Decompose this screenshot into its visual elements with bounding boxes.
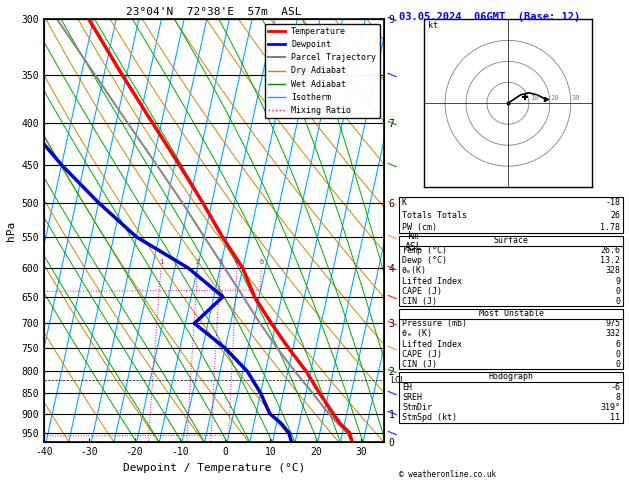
Text: 0: 0: [615, 349, 620, 359]
Text: 3: 3: [218, 259, 223, 265]
Text: \: \: [387, 231, 398, 243]
Text: \: \: [387, 427, 398, 438]
Text: Dewp (°C): Dewp (°C): [402, 257, 447, 265]
Text: © weatheronline.co.uk: © weatheronline.co.uk: [399, 469, 496, 479]
Text: Totals Totals: Totals Totals: [402, 210, 467, 220]
Text: Temp (°C): Temp (°C): [402, 246, 447, 255]
Text: 26: 26: [610, 210, 620, 220]
Text: CAPE (J): CAPE (J): [402, 349, 442, 359]
Text: 6: 6: [259, 259, 264, 265]
Text: θₑ(K): θₑ(K): [402, 266, 427, 276]
Text: kt: kt: [428, 21, 438, 30]
Text: Hodograph: Hodograph: [489, 372, 533, 382]
Title: 23°04'N  72°38'E  57m  ASL: 23°04'N 72°38'E 57m ASL: [126, 7, 302, 17]
Text: 20: 20: [551, 95, 559, 101]
Text: 0: 0: [615, 296, 620, 306]
Legend: Temperature, Dewpoint, Parcel Trajectory, Dry Adiabat, Wet Adiabat, Isotherm, Mi: Temperature, Dewpoint, Parcel Trajectory…: [265, 24, 379, 118]
Text: Lifted Index: Lifted Index: [402, 340, 462, 348]
Y-axis label: km
ASL: km ASL: [405, 231, 423, 252]
Text: K: K: [402, 198, 407, 208]
Text: 0: 0: [615, 360, 620, 369]
Text: \: \: [387, 318, 398, 329]
Text: \: \: [387, 14, 398, 25]
Text: LCL: LCL: [391, 376, 406, 384]
Text: 8: 8: [615, 393, 620, 402]
Text: \: \: [387, 117, 398, 128]
Text: \: \: [387, 343, 398, 354]
Text: 328: 328: [605, 266, 620, 276]
Text: 319°: 319°: [600, 403, 620, 412]
Text: 2: 2: [196, 259, 200, 265]
Text: 4: 4: [235, 259, 239, 265]
Text: PW (cm): PW (cm): [402, 223, 437, 232]
Text: Lifted Index: Lifted Index: [402, 277, 462, 285]
Text: \: \: [387, 365, 398, 377]
Text: StmSpd (kt): StmSpd (kt): [402, 413, 457, 422]
Text: θₑ (K): θₑ (K): [402, 330, 432, 338]
Text: 1: 1: [159, 259, 164, 265]
Text: \: \: [387, 69, 398, 80]
Text: 03.05.2024  06GMT  (Base: 12): 03.05.2024 06GMT (Base: 12): [399, 12, 581, 22]
Text: Most Unstable: Most Unstable: [479, 309, 543, 318]
Text: CIN (J): CIN (J): [402, 360, 437, 369]
Text: 10: 10: [530, 95, 538, 101]
Text: \: \: [387, 197, 398, 208]
Text: 26.6: 26.6: [600, 246, 620, 255]
Text: 6: 6: [615, 340, 620, 348]
Text: \: \: [387, 291, 398, 302]
Text: StmDir: StmDir: [402, 403, 432, 412]
Text: 30: 30: [572, 95, 581, 101]
Text: 1.78: 1.78: [600, 223, 620, 232]
Text: \: \: [387, 387, 398, 399]
Text: EH: EH: [402, 382, 412, 392]
Text: Surface: Surface: [494, 236, 528, 245]
Text: 9: 9: [615, 277, 620, 285]
Text: 11: 11: [610, 413, 620, 422]
Text: 975: 975: [605, 319, 620, 329]
Text: 332: 332: [605, 330, 620, 338]
Text: -6: -6: [610, 382, 620, 392]
Text: \: \: [387, 408, 398, 419]
Text: 13.2: 13.2: [600, 257, 620, 265]
Text: \: \: [387, 159, 398, 171]
Text: CIN (J): CIN (J): [402, 296, 437, 306]
Text: \: \: [387, 262, 398, 274]
Text: Pressure (mb): Pressure (mb): [402, 319, 467, 329]
Text: 0: 0: [615, 287, 620, 295]
Text: CAPE (J): CAPE (J): [402, 287, 442, 295]
Text: -18: -18: [605, 198, 620, 208]
X-axis label: Dewpoint / Temperature (°C): Dewpoint / Temperature (°C): [123, 463, 305, 473]
Text: SREH: SREH: [402, 393, 422, 402]
Y-axis label: hPa: hPa: [6, 221, 16, 241]
